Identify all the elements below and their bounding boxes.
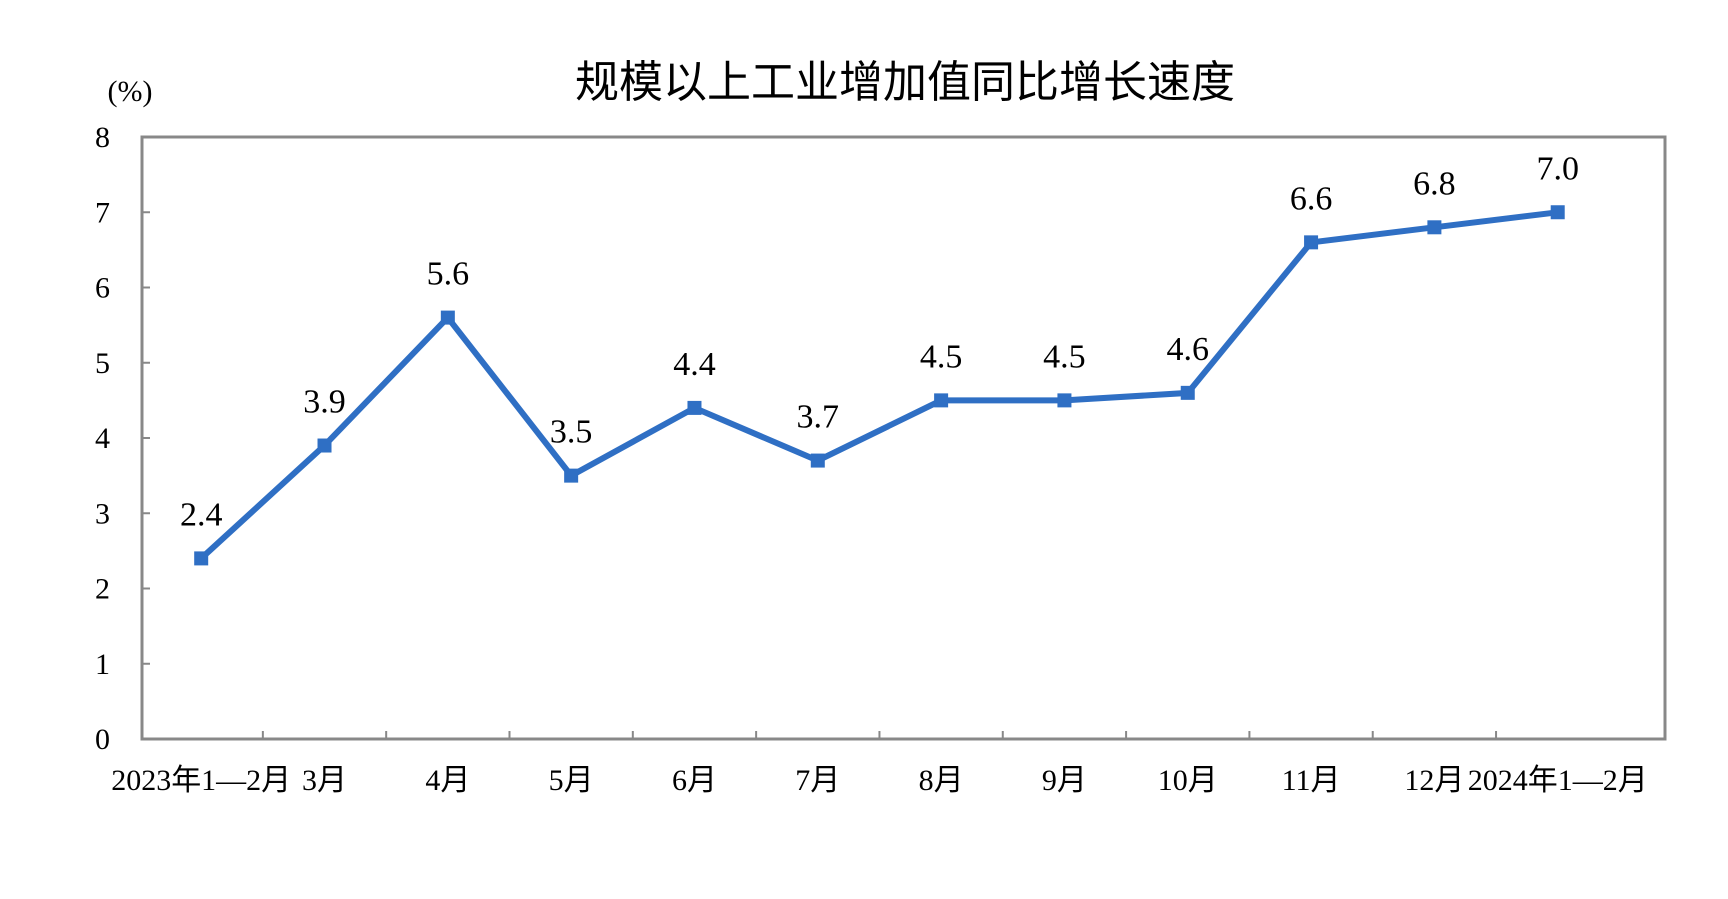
data-label: 4.4 bbox=[673, 346, 716, 383]
data-point-marker bbox=[564, 468, 579, 483]
x-tick-label: 2023年1—2月 bbox=[111, 764, 291, 797]
y-tick-label: 0 bbox=[95, 723, 110, 756]
data-point-marker bbox=[1550, 205, 1565, 220]
y-tick-label: 8 bbox=[95, 121, 110, 154]
data-point-marker bbox=[1180, 385, 1195, 400]
data-point-marker bbox=[934, 393, 949, 408]
labels-layer: 2023年1—2月 3月 4月 5月 6月 7月 8月 9月 10月 11月 12月 2024年1—2… bbox=[111, 150, 1648, 797]
y-tick-label: 3 bbox=[95, 497, 110, 530]
data-point-marker bbox=[317, 438, 332, 453]
axes: 0 1 2 3 4 5 6 7 8 bbox=[95, 121, 1498, 756]
x-tick-label: 6月 bbox=[672, 764, 717, 797]
y-tick-label: 6 bbox=[95, 272, 110, 305]
x-tick-label: 12月 bbox=[1404, 764, 1464, 797]
data-point-marker bbox=[810, 453, 825, 468]
x-tick-label: 9月 bbox=[1042, 764, 1087, 797]
data-label: 5.6 bbox=[427, 256, 470, 293]
data-point-marker bbox=[687, 400, 702, 415]
x-tick-label: 3月 bbox=[302, 764, 347, 797]
y-tick-label: 1 bbox=[95, 648, 110, 681]
data-label: 3.9 bbox=[303, 384, 346, 421]
x-tick-label: 5月 bbox=[549, 764, 594, 797]
data-label: 3.5 bbox=[550, 414, 593, 451]
data-point-marker bbox=[194, 551, 209, 566]
y-tick-label: 5 bbox=[95, 347, 110, 380]
y-tick-label: 2 bbox=[95, 573, 110, 606]
x-tick-label: 11月 bbox=[1282, 764, 1341, 797]
series-layer bbox=[194, 205, 1565, 566]
y-axis-unit-label: (%) bbox=[108, 75, 153, 108]
data-label: 2.4 bbox=[180, 496, 223, 533]
x-tick-label: 2024年1—2月 bbox=[1468, 764, 1648, 797]
chart-title: 规模以上工业增加值同比增长速度 bbox=[575, 58, 1235, 107]
x-tick-label: 4月 bbox=[425, 764, 470, 797]
data-label: 4.6 bbox=[1167, 331, 1210, 368]
data-label: 4.5 bbox=[920, 338, 963, 375]
data-label: 4.5 bbox=[1043, 338, 1086, 375]
data-label: 6.8 bbox=[1413, 165, 1456, 202]
x-tick-label: 8月 bbox=[919, 764, 964, 797]
series-line bbox=[199, 209, 1559, 561]
x-tick-label: 7月 bbox=[795, 764, 840, 797]
y-tick-label: 4 bbox=[95, 422, 110, 455]
data-label: 3.7 bbox=[797, 399, 840, 436]
data-point-marker bbox=[1057, 393, 1072, 408]
data-point-marker bbox=[440, 310, 455, 325]
y-tick-label: 7 bbox=[95, 196, 110, 229]
data-point-marker bbox=[1427, 220, 1442, 235]
data-label: 7.0 bbox=[1536, 150, 1579, 187]
data-label: 6.6 bbox=[1290, 180, 1333, 217]
x-tick-label: 10月 bbox=[1158, 764, 1218, 797]
data-point-marker bbox=[1304, 235, 1319, 250]
